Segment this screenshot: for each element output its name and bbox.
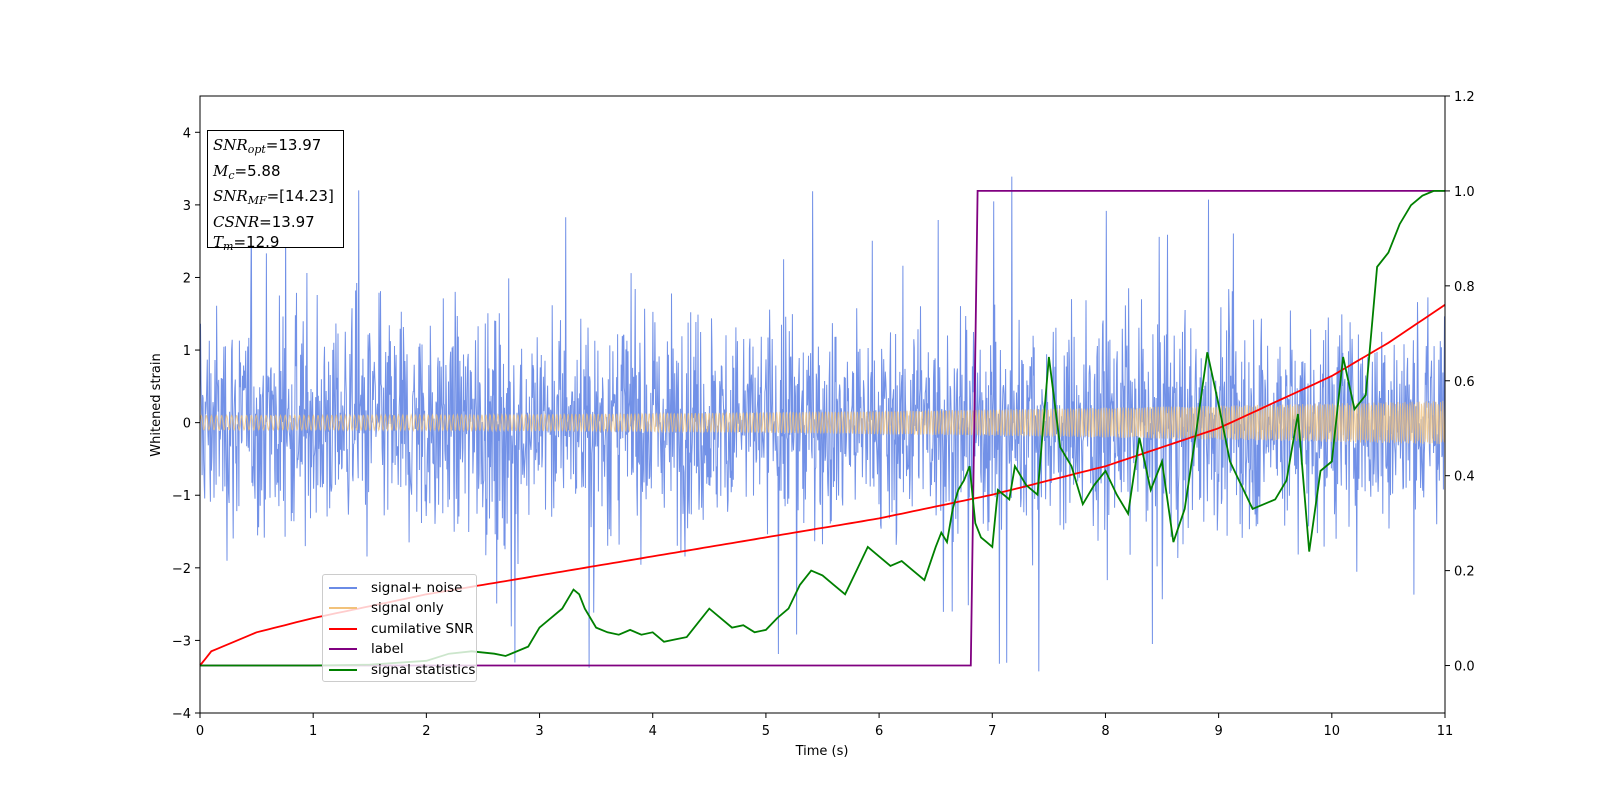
y-tick-label: 3 <box>183 199 191 214</box>
snr-opt-line: SNRopt=13.97 <box>213 135 343 161</box>
y-tick-label: −1 <box>172 489 191 504</box>
x-tick-label: 4 <box>649 724 657 739</box>
y-axis-label: Whitened strain <box>149 353 164 456</box>
x-axis-label: Time (s) <box>795 744 849 759</box>
legend-item-signal-only: signal only <box>329 598 444 618</box>
y-tick-label: 2 <box>183 271 191 286</box>
snr-opt-sub: opt <box>247 143 266 156</box>
x-tick-label: 9 <box>1214 724 1222 739</box>
legend-swatch <box>329 669 357 671</box>
mc-line: Mc=5.88 <box>213 161 343 187</box>
plot-frame <box>199 95 1446 714</box>
x-tick-label: 5 <box>762 724 770 739</box>
legend-label: signal+ noise <box>371 580 463 596</box>
legend-item-cumulative-snr: cumilative SNR <box>329 619 474 639</box>
y2-tick-label: 0.0 <box>1454 660 1475 675</box>
snr-info-box: SNRopt=13.97 Mc=5.88 SNRMF=[14.23] CSNR=… <box>207 130 344 253</box>
y-tick-label: 1 <box>183 344 191 359</box>
y2-tick-label: 1.2 <box>1454 90 1475 105</box>
snr-mf-value: =[14.23] <box>266 187 334 205</box>
x-tick-label: 3 <box>535 724 543 739</box>
tm-label: T <box>213 233 224 251</box>
legend-swatch <box>329 628 357 630</box>
x-tick-label: 8 <box>1101 724 1109 739</box>
signal-only-line <box>199 400 1446 445</box>
mc-value: =5.88 <box>234 161 281 180</box>
tm-sub: m <box>223 240 234 253</box>
legend-label: signal statistics <box>371 662 476 678</box>
x-tick-label: 1 <box>309 724 317 739</box>
mc-sub: c <box>228 168 235 182</box>
legend-label: cumilative SNR <box>371 621 474 637</box>
legend-item-signal-noise: signal+ noise <box>329 578 462 598</box>
legend-label: label <box>371 641 404 657</box>
y-tick-label: −4 <box>172 707 191 722</box>
csnr-value: =13.97 <box>259 212 315 231</box>
y2-tick-label: 0.2 <box>1454 565 1475 580</box>
snr-opt-value: =13.97 <box>265 136 322 154</box>
legend-item-label: label <box>329 639 404 659</box>
legend-swatch <box>329 607 357 609</box>
y2-axis-ticks: 1.2 1.0 0.8 0.6 0.4 0.2 0.0 <box>1445 90 1475 675</box>
signal-only-series <box>199 400 1446 445</box>
y-tick-label: −2 <box>172 562 191 577</box>
tm-line: Tm=12.9 <box>213 232 343 258</box>
y2-tick-label: 0.4 <box>1454 470 1475 485</box>
legend-label: signal only <box>371 600 444 616</box>
legend-swatch <box>329 648 357 650</box>
x-tick-label: 6 <box>875 724 883 739</box>
y-tick-label: −3 <box>172 634 191 649</box>
y-tick-label: 0 <box>183 417 191 432</box>
x-tick-label: 2 <box>422 724 430 739</box>
y2-tick-label: 0.8 <box>1454 280 1475 295</box>
csnr-line: CSNR=13.97 <box>213 212 343 233</box>
label-line <box>200 190 1445 667</box>
snr-opt-label: SNR <box>213 136 248 154</box>
legend-item-signal-statistics: signal statistics <box>329 660 475 680</box>
y-axis-ticks: 4 3 2 1 0 −1 −2 −3 −4 <box>172 126 200 722</box>
snr-mf-sub: MF <box>247 194 267 207</box>
csnr-label: CSNR <box>213 212 260 231</box>
tm-value: =12.9 <box>233 233 280 251</box>
x-tick-label: 0 <box>196 724 204 739</box>
y2-tick-label: 0.6 <box>1454 375 1475 390</box>
legend-swatch <box>329 587 357 589</box>
snr-mf-label: SNR <box>213 187 248 205</box>
snr-mf-line: SNRMF=[14.23] <box>213 186 343 212</box>
x-axis-ticks: 0 1 2 3 4 5 6 7 8 9 10 11 <box>196 713 1453 739</box>
mc-label: M <box>213 161 229 180</box>
signal-statistics-line <box>200 190 1445 667</box>
y2-tick-label: 1.0 <box>1454 185 1475 200</box>
y-tick-label: 4 <box>183 126 191 141</box>
x-tick-label: 7 <box>988 724 996 739</box>
x-tick-label: 11 <box>1437 724 1454 739</box>
legend: signal+ noise signal only cumilative SNR… <box>322 574 477 682</box>
x-tick-label: 10 <box>1324 724 1341 739</box>
